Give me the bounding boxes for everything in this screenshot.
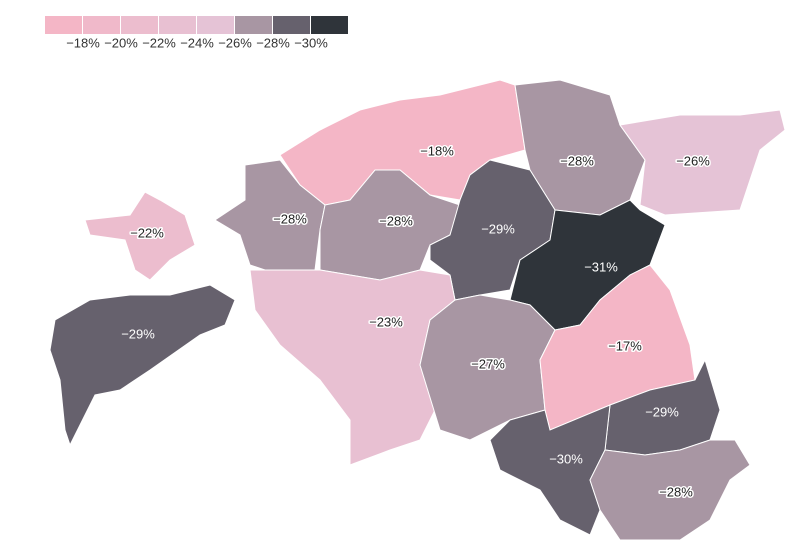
region-label: −28%	[560, 153, 594, 168]
region-label: −29%	[481, 221, 515, 236]
region-label: −28%	[273, 211, 307, 226]
legend: −18% −20% −22% −24% −26% −28% −30%	[45, 16, 348, 50]
region-label: −23%	[369, 314, 403, 329]
legend-swatch	[159, 16, 196, 34]
region-label: −28%	[379, 213, 413, 228]
legend-swatch	[235, 16, 272, 34]
legend-label: −30%	[294, 35, 328, 50]
legend-swatch	[273, 16, 310, 34]
region	[619, 109, 786, 216]
legend-swatch	[121, 16, 158, 34]
region-label: −30%	[549, 451, 583, 466]
region-label: −26%	[676, 153, 710, 168]
legend-label: −26%	[218, 35, 252, 50]
legend-label: −20%	[104, 35, 138, 50]
region-label: −18%	[420, 143, 454, 158]
region-label: −29%	[121, 326, 155, 341]
region-label: −31%	[584, 259, 618, 274]
region-label: −29%	[645, 404, 679, 419]
region-label: −22%	[130, 225, 164, 240]
legend-swatch	[311, 16, 348, 34]
legend-label: −28%	[256, 35, 290, 50]
legend-label: −22%	[142, 35, 176, 50]
regions	[49, 79, 786, 541]
region-label: −17%	[608, 338, 642, 353]
region	[49, 284, 236, 447]
region-label: −28%	[659, 484, 693, 499]
region	[84, 191, 196, 281]
legend-label: −24%	[180, 35, 214, 50]
legend-swatch	[197, 16, 234, 34]
legend-swatch	[83, 16, 120, 34]
region	[429, 159, 556, 301]
legend-swatch	[45, 16, 82, 34]
region-labels: −18% −28% −26% −22% −28% −28% −29% −31% −29% −23%…	[120, 142, 712, 501]
legend-label: −18%	[66, 35, 100, 50]
region	[589, 439, 751, 541]
region-label: −27%	[471, 356, 505, 371]
